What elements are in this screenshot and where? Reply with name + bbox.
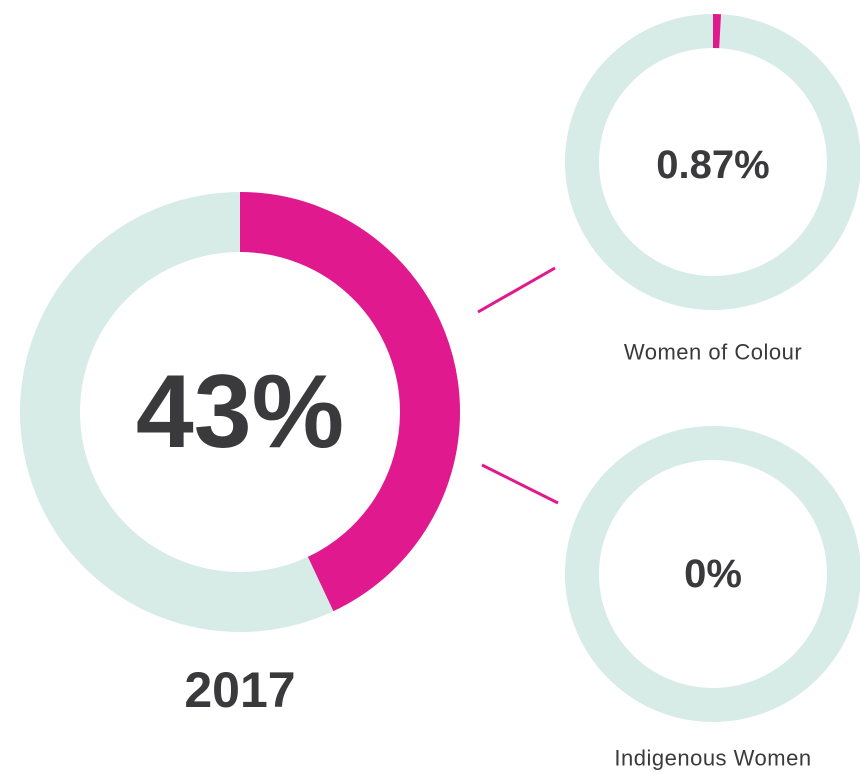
donut-title: Women of Colour — [624, 340, 802, 365]
donut-arc — [565, 14, 860, 310]
donut-title: 2017 — [184, 662, 295, 718]
donut-value-label: 0% — [684, 552, 742, 596]
donut-value-label: 0.87% — [656, 143, 769, 187]
connector — [477, 266, 556, 314]
connector — [481, 463, 559, 505]
donut-arc — [20, 192, 460, 632]
donut-value-label: 43% — [136, 354, 344, 470]
donut-track — [565, 426, 860, 722]
donut-title: Indigenous Women — [614, 746, 811, 771]
